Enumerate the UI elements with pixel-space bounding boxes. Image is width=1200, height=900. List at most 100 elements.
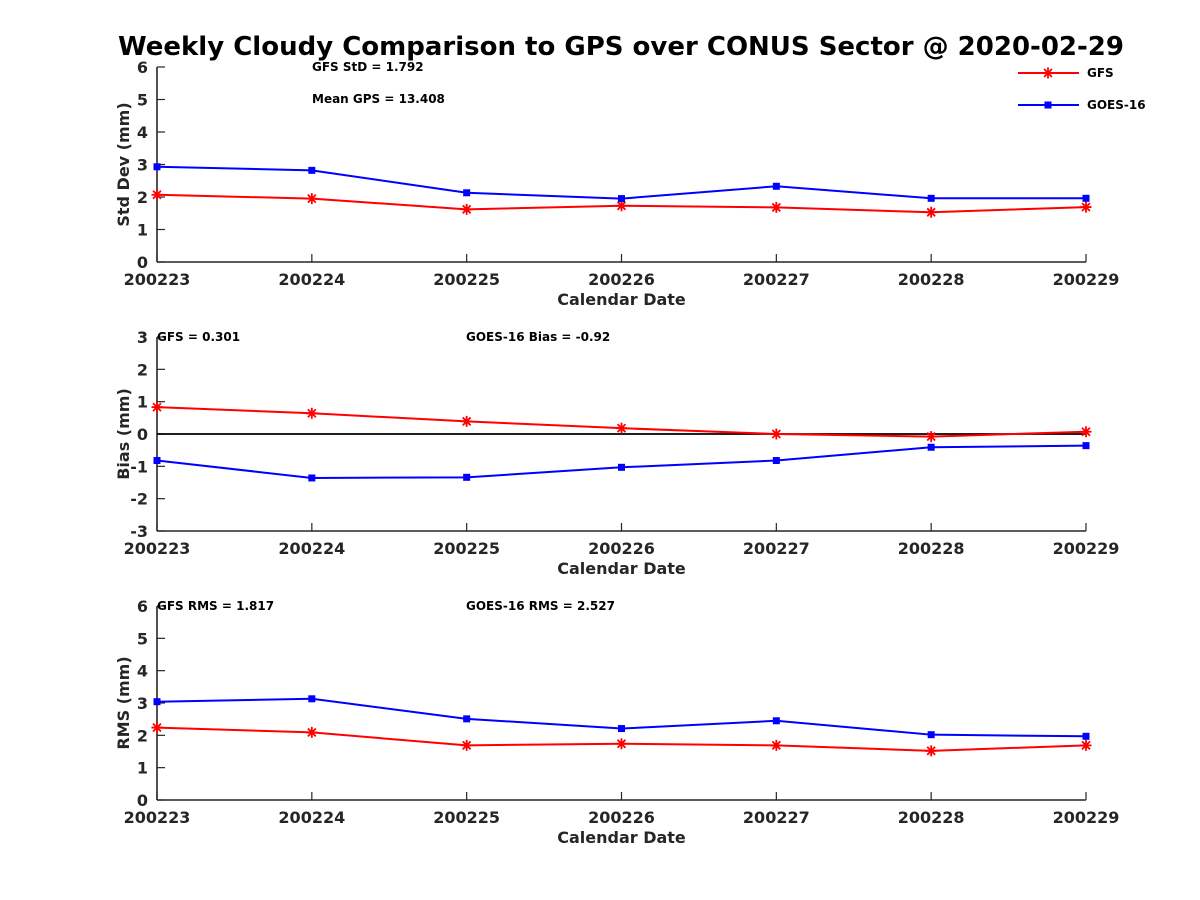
y-axis-label: RMS (mm)	[114, 656, 133, 749]
y-tick-label: 2	[137, 360, 148, 379]
y-tick-label: 3	[137, 694, 148, 713]
data-point-square	[1082, 732, 1090, 740]
data-point-asterisk	[616, 422, 627, 434]
legend: GFS GOES-16	[1018, 66, 1146, 112]
x-tick-label: 200229	[1053, 539, 1120, 558]
x-tick-label: 200225	[433, 270, 500, 289]
data-point-asterisk	[770, 201, 782, 213]
y-tick-label: -2	[130, 490, 148, 509]
y-tick-label: 2	[137, 188, 148, 207]
x-axis-label: Calendar Date	[557, 290, 686, 309]
legend-entry-goes-16: GOES-16	[1018, 98, 1146, 112]
chart-panel-3: 0 1 2 3 4 5 6 200223 200224 200225 200226 200227 200…	[114, 597, 1119, 847]
stat-annotation: GOES-16 RMS = 2.527	[466, 599, 615, 613]
data-point-square	[618, 463, 625, 471]
data-point-square	[1082, 442, 1090, 450]
x-tick-label: 200228	[898, 808, 965, 827]
x-tick-label: 200226	[588, 808, 655, 827]
data-point-square	[927, 443, 935, 451]
y-tick-label: 3	[137, 328, 148, 347]
stat-annotation: Mean GPS = 13.408	[312, 92, 445, 106]
y-tick-label: 5	[137, 91, 148, 110]
data-point-asterisk	[1080, 201, 1092, 213]
y-axis-label: Bias (mm)	[114, 388, 133, 480]
y-tick-label: -3	[130, 522, 148, 541]
data-point-square	[618, 195, 625, 203]
data-point-asterisk	[616, 200, 627, 212]
data-point-square	[927, 194, 935, 202]
y-tick-label: 5	[137, 629, 148, 648]
data-point-asterisk	[461, 203, 473, 215]
stat-annotation: GFS RMS = 1.817	[157, 599, 274, 613]
x-tick-label: 200228	[898, 270, 965, 289]
y-tick-label: 2	[137, 726, 148, 745]
data-point-square	[153, 457, 161, 465]
y-tick-label: 3	[137, 156, 148, 175]
data-point-asterisk	[925, 206, 937, 218]
data-point-asterisk	[1080, 739, 1092, 751]
y-tick-label: 4	[137, 662, 148, 681]
x-tick-label: 200227	[743, 808, 810, 827]
legend-marker-square	[1044, 101, 1052, 109]
x-tick-label: 200229	[1053, 270, 1120, 289]
data-point-asterisk	[925, 431, 937, 443]
data-point-asterisk	[151, 401, 163, 413]
x-axis-label: Calendar Date	[557, 559, 686, 578]
x-tick-label: 200226	[588, 539, 655, 558]
data-point-asterisk	[306, 407, 318, 419]
data-point-square	[308, 166, 316, 174]
data-point-asterisk	[151, 189, 163, 201]
stat-annotation: GOES-16 Bias = -0.92	[466, 330, 610, 344]
legend-marker-asterisk	[1042, 67, 1054, 79]
y-tick-label: 6	[137, 597, 148, 616]
data-point-asterisk	[770, 739, 782, 751]
x-tick-label: 200228	[898, 539, 965, 558]
y-tick-label: 0	[137, 791, 148, 810]
data-point-asterisk	[925, 745, 937, 757]
data-point-square	[927, 731, 935, 739]
data-point-square	[308, 695, 316, 703]
data-point-square	[772, 717, 780, 725]
y-tick-label: -1	[130, 457, 148, 476]
legend-entry-gfs: GFS	[1018, 66, 1114, 80]
data-point-square	[308, 474, 316, 482]
data-point-asterisk	[461, 415, 473, 427]
x-tick-label: 200223	[124, 270, 191, 289]
x-tick-label: 200225	[433, 808, 500, 827]
data-point-asterisk	[770, 428, 782, 440]
series-gfs	[151, 401, 1092, 443]
x-axis-label: Calendar Date	[557, 828, 686, 847]
stat-annotation: GFS StD = 1.792	[312, 60, 424, 74]
y-tick-label: 1	[137, 221, 148, 240]
y-tick-label: 0	[137, 253, 148, 272]
y-tick-label: 4	[137, 123, 148, 142]
legend-label: GOES-16	[1087, 98, 1146, 112]
series-goes-16	[153, 442, 1090, 482]
y-tick-label: 0	[137, 425, 148, 444]
series-gfs	[151, 189, 1092, 218]
data-point-square	[153, 163, 161, 171]
data-point-asterisk	[306, 726, 318, 738]
data-point-asterisk	[616, 738, 627, 750]
x-tick-label: 200224	[278, 539, 345, 558]
y-tick-label: 1	[137, 759, 148, 778]
y-tick-label: 6	[137, 58, 148, 77]
data-point-square	[153, 698, 161, 706]
data-point-square	[463, 189, 471, 197]
y-axis-label: Std Dev (mm)	[114, 102, 133, 226]
data-point-square	[463, 715, 471, 723]
x-tick-label: 200227	[743, 270, 810, 289]
series-goes-16	[153, 163, 1090, 203]
x-tick-label: 200229	[1053, 808, 1120, 827]
data-point-square	[1082, 194, 1090, 202]
stat-annotation: GFS = 0.301	[157, 330, 240, 344]
x-tick-label: 200224	[278, 270, 345, 289]
data-point-asterisk	[1080, 426, 1092, 438]
x-tick-label: 200223	[124, 539, 191, 558]
series-gfs	[151, 722, 1092, 757]
series-goes-16	[153, 695, 1090, 740]
chart-panel-1: 0 1 2 3 4 5 6 200223 200224 200225 200226 200227 200…	[114, 58, 1146, 309]
